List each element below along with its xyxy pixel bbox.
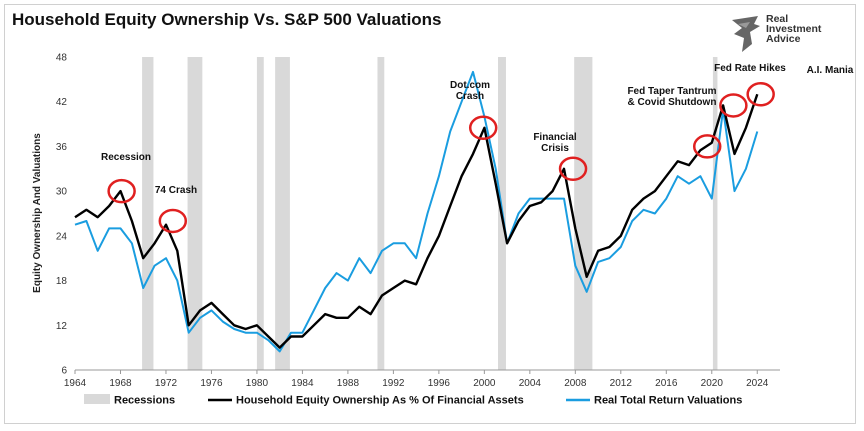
real-return-valuation-line [74,70,759,353]
x-tick-label: 1972 [155,378,178,389]
legend-label-recessions: Recessions [114,395,175,407]
highlight-circle [719,93,748,118]
brand-logo: Real Investment Advice [730,14,850,58]
y-tick-label: 36 [56,142,68,153]
x-tick-label: 2000 [473,378,496,389]
highlight-circle [692,134,722,159]
x-tick-label: 1988 [337,378,360,389]
legend-swatch-recessions [84,394,110,404]
x-tick-label: 1964 [64,378,87,389]
highlight-circle [158,208,188,234]
annotation-label: 74 Crash [155,185,197,196]
x-tick-label: 1980 [246,378,269,389]
annotation-label: Fed Taper Tantrum [627,86,716,97]
chart-frame [4,4,856,424]
annotation-label: Dot.com [450,80,490,91]
annotation-label: Financial [533,132,577,143]
logo-line-1: Real [766,13,789,25]
annotation-label: & Covid Shutdown [628,97,717,108]
annotation-label: Recession [101,152,151,163]
legend-label-equity: Household Equity Ownership As % Of Finan… [236,395,524,407]
logo-line-2: Investment [766,23,822,35]
logo-text: Real Investment Advice [766,13,822,45]
x-tick-label: 2008 [564,378,587,389]
annotation-label: Fed Rate Hikes [714,63,786,74]
annotation-label: Crisis [541,143,569,154]
annotation-label: Crash [456,91,484,102]
y-tick-label: 6 [61,366,67,377]
highlight-circle [107,178,136,204]
x-tick-label: 1996 [428,378,451,389]
highlight-circle [746,82,775,107]
x-tick-label: 2024 [746,378,769,389]
chart-title: Household Equity Ownership Vs. S&P 500 V… [12,10,442,29]
x-tick-label: 1984 [291,378,314,389]
recession-band [275,57,290,370]
y-tick-label: 12 [56,321,68,332]
equity-ownership-line [74,93,759,349]
recession-band [187,57,203,370]
x-tick-label: 2020 [701,378,724,389]
highlight-circle [468,115,498,141]
x-tick-label: 2012 [610,378,633,389]
x-tick-label: 1992 [382,378,405,389]
eagle-icon [732,16,760,52]
recession-band [712,57,718,370]
legend-label-valuation: Real Total Return Valuations [594,395,742,407]
x-tick-label: 1976 [200,378,223,389]
recession-band [142,57,154,370]
recession-band [256,57,264,370]
x-tick-label: 2004 [519,378,542,389]
logo-line-3: Advice [766,33,801,45]
y-tick-label: 42 [56,97,68,108]
y-tick-label: 48 [56,53,68,64]
highlight-circle [558,156,588,182]
x-tick-label: 1968 [109,378,132,389]
x-tick-label: 2016 [655,378,678,389]
recession-band [574,57,593,370]
y-tick-label: 24 [56,231,68,242]
recession-band [377,57,385,370]
y-tick-label: 30 [56,187,68,198]
y-axis-label: Equity Ownership And Valuations [32,133,43,293]
annotation-label: A.I. Mania [807,65,854,76]
y-tick-label: 18 [56,276,68,287]
